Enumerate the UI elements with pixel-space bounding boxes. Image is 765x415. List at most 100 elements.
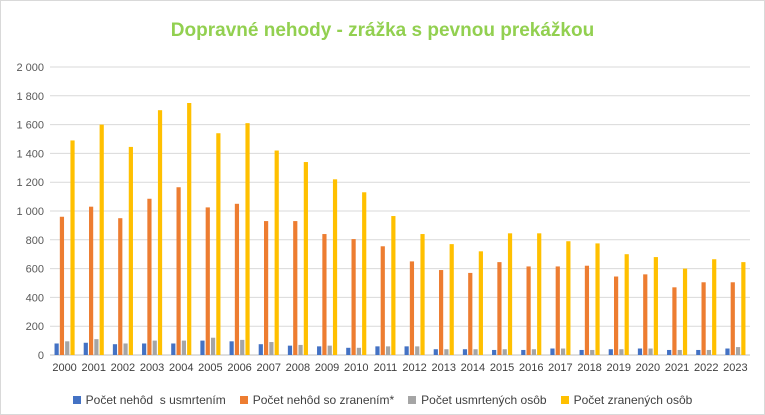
x-tick-label: 2012 <box>402 362 426 374</box>
x-tick-label: 2020 <box>636 362 660 374</box>
x-tick-label: 2011 <box>374 362 398 374</box>
x-tick-label: 2018 <box>577 362 601 374</box>
bar-4 <box>303 162 308 355</box>
y-tick-label: 800 <box>26 235 44 247</box>
bar-3 <box>210 337 216 355</box>
bar-1 <box>200 340 205 355</box>
bar-4 <box>420 234 425 355</box>
bar-1 <box>258 344 263 355</box>
bar-4 <box>537 233 542 355</box>
bar-2 <box>59 216 65 355</box>
bar-3 <box>152 340 157 355</box>
bar-2 <box>205 207 210 355</box>
x-tick-label: 2008 <box>286 362 310 374</box>
bar-4 <box>128 146 133 355</box>
x-tick-label: 2013 <box>432 362 456 374</box>
legend-label: Počet usmrtených osôb <box>421 393 547 407</box>
bar-4 <box>449 244 454 355</box>
bar-3 <box>590 349 595 355</box>
bar-2 <box>526 266 531 355</box>
x-tick-label: 2002 <box>111 362 135 374</box>
bar-3 <box>444 349 449 355</box>
bar-3 <box>65 341 70 355</box>
bar-1 <box>54 343 59 355</box>
bar-4 <box>653 257 658 355</box>
bar-4 <box>624 254 629 355</box>
bar-3 <box>298 344 303 355</box>
bar-1 <box>433 349 438 355</box>
bar-3 <box>619 349 624 355</box>
x-tick-label: 2004 <box>169 362 193 374</box>
bar-2 <box>264 221 269 355</box>
legend-swatch <box>72 396 81 404</box>
bar-2 <box>118 218 123 355</box>
legend-item: Počet nehôd so zranením* <box>239 393 395 407</box>
bar-3 <box>385 346 391 355</box>
legend-label: Počet nehôd so zranením* <box>252 393 395 407</box>
bar-3 <box>473 349 478 355</box>
bar-1 <box>725 348 730 355</box>
y-tick-label: 600 <box>26 264 44 276</box>
bar-4 <box>478 251 483 355</box>
bar-1 <box>492 349 497 355</box>
bar-2 <box>468 272 473 355</box>
bar-4 <box>595 243 600 355</box>
x-tick-label: 2015 <box>490 362 514 374</box>
bar-1 <box>346 347 351 355</box>
y-tick-label: 0 <box>38 350 44 362</box>
x-tick-label: 2022 <box>694 362 718 374</box>
y-tick-label: 2 000 <box>16 62 44 74</box>
bar-3 <box>327 345 332 355</box>
bar-1 <box>317 346 322 355</box>
bar-1 <box>667 349 672 355</box>
bar-2 <box>234 203 240 355</box>
y-tick-label: 1 200 <box>16 177 44 189</box>
bar-2 <box>176 187 181 355</box>
bar-2 <box>293 221 298 355</box>
legend-swatch <box>239 396 248 404</box>
bar-4 <box>391 216 396 355</box>
bar-3 <box>269 342 274 355</box>
bar-2 <box>555 266 560 355</box>
y-tick-label: 1 800 <box>16 91 44 103</box>
y-tick-label: 1 000 <box>16 206 44 218</box>
x-tick-label: 2010 <box>344 362 368 374</box>
chart-legend: Počet nehôd s usmrtením Počet nehôd so zr… <box>0 393 765 407</box>
bar-1 <box>112 344 118 355</box>
bar-2 <box>89 206 94 355</box>
bar-4 <box>245 123 250 355</box>
x-tick-label: 2019 <box>607 362 631 374</box>
bar-4 <box>507 233 513 355</box>
bar-3 <box>735 347 741 355</box>
bar-3 <box>356 347 361 355</box>
bar-1 <box>142 343 147 355</box>
bar-3 <box>648 348 653 355</box>
bar-1 <box>579 349 584 355</box>
bar-4 <box>70 140 75 355</box>
bar-2 <box>322 234 327 355</box>
bar-2 <box>730 282 735 355</box>
bar-1 <box>696 349 701 355</box>
bar-4 <box>99 124 104 355</box>
bar-4 <box>332 179 338 355</box>
bar-1 <box>375 346 380 355</box>
bar-2 <box>643 274 648 355</box>
bar-3 <box>415 346 420 355</box>
bar-3 <box>240 339 245 355</box>
bar-2 <box>147 198 152 355</box>
y-tick-label: 400 <box>26 292 44 304</box>
bar-1 <box>404 346 409 355</box>
y-tick-label: 200 <box>26 321 44 333</box>
x-tick-label: 2023 <box>723 362 747 374</box>
x-tick-label: 2000 <box>52 362 76 374</box>
bar-3 <box>94 339 99 355</box>
y-tick-label: 1 400 <box>16 148 44 160</box>
bar-2 <box>351 239 356 355</box>
x-tick-label: 2005 <box>198 362 222 374</box>
bar-2 <box>614 276 619 355</box>
bar-2 <box>672 287 677 355</box>
bar-2 <box>701 282 706 355</box>
bar-2 <box>409 261 415 355</box>
bar-1 <box>637 348 643 355</box>
